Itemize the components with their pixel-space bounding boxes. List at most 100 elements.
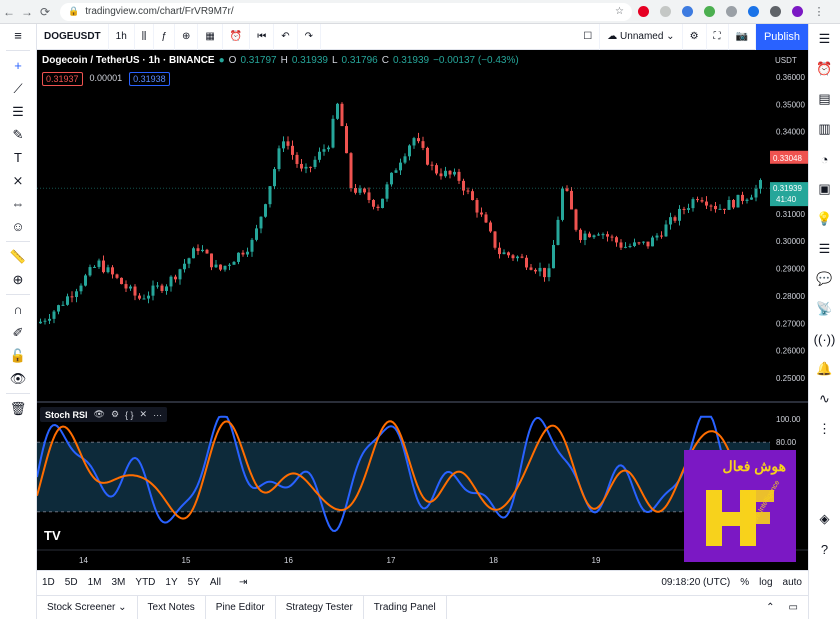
range-5d[interactable]: 5D [64,577,78,588]
eye-icon[interactable]: 👁 [9,370,27,386]
brush-icon[interactable]: ✎ [12,126,24,142]
clock-time[interactable]: 09:18:20 (UTC) [661,577,731,588]
pattern-icon[interactable]: ⨯ [12,172,24,188]
chart-pane[interactable]: USDT0.360000.350000.340000.330000.320000… [36,50,808,570]
address-bar[interactable]: 🔒 tradingview.com/chart/FrVR9M7r/ ☆ [60,2,632,21]
lock-drawings-icon[interactable]: ✐ [12,324,24,340]
zoom-in-icon[interactable]: ⊕ [12,271,24,287]
extension-grey-icon[interactable] [720,3,742,21]
menu-icon[interactable]: ≡ [14,28,22,43]
browser-menu-icon[interactable]: ⋮ [813,6,825,18]
interval-button[interactable]: 1h [109,23,135,50]
extension-blue-icon[interactable] [742,3,764,21]
extension-green-icon[interactable] [698,3,720,21]
bookmark-star-icon[interactable]: ☆ [615,6,624,17]
trend-icon[interactable]: ∿ [819,391,830,406]
data-window-icon[interactable]: ▤ [818,91,831,106]
goto-date-icon[interactable]: ⇥ [239,577,248,588]
candle-body [322,149,326,152]
visibility-eye-icon[interactable]: 👁 [93,409,105,419]
lock-icon[interactable]: 🔓 [9,347,27,363]
help-icon[interactable]: ? [820,541,829,557]
ruler-icon[interactable]: 📏 [9,248,27,264]
templates-icon[interactable]: ▦ [198,23,223,50]
chat-icon[interactable]: 💬 [816,271,833,286]
tab-strategy-tester[interactable]: Strategy Tester [276,595,364,619]
crosshair-icon[interactable]: + [14,58,22,73]
hotlist-icon[interactable]: ▥ [818,121,831,136]
back-icon[interactable]: ← [3,4,15,19]
candle-body [232,261,236,265]
indicator-more-icon[interactable]: ··· [153,409,163,420]
pinterest-ext-icon[interactable] [632,3,654,21]
symbol-search-button[interactable]: DOGEUSDT [37,23,109,50]
trash-icon[interactable]: 🗑 [9,400,27,416]
log-toggle[interactable]: log [759,577,773,588]
candle-body [48,318,51,321]
tab-trading-panel[interactable]: Trading Panel [364,595,447,619]
publish-button[interactable]: Publish [756,24,808,50]
buy-button[interactable]: 0.31938 [129,72,170,86]
range-1d[interactable]: 1D [42,577,55,588]
range-ytd[interactable]: YTD [135,577,156,588]
notes-icon[interactable]: ▣ [818,181,831,196]
magnet-icon[interactable]: ∩ [13,302,23,317]
extension-x-icon[interactable] [654,3,676,21]
emoji-icon[interactable]: ☺ [11,219,25,234]
stoch-rsi-title: Stoch RSI [45,409,88,420]
indicator-settings-icon[interactable]: ⚙ [110,409,120,419]
layers-icon[interactable]: ◈ [819,511,830,526]
redo-icon[interactable]: ↷ [298,23,322,50]
remove-indicator-icon[interactable]: ✕ [139,409,148,419]
text-tool-icon[interactable]: T [14,150,22,165]
horizontal-lines-icon[interactable]: ☰ [12,103,24,119]
indicators-icon[interactable]: ƒ [154,23,175,50]
alert-icon[interactable]: ⏰ [223,23,251,50]
layout-checkbox[interactable]: ☐ [576,23,601,50]
candle-body [88,267,92,276]
watchlist-icon[interactable]: ☰ [818,31,831,46]
replay-icon[interactable]: ⏮ [250,23,275,50]
percent-toggle[interactable]: % [740,577,750,588]
projection-icon[interactable]: ⇔ [11,196,25,211]
undo-icon[interactable]: ↶ [274,23,298,50]
notifications-bell-icon[interactable]: 🔔 [816,361,833,376]
compare-icon[interactable]: ⊕ [175,23,199,50]
extensions-puzzle-icon[interactable] [764,3,786,21]
profile-avatar[interactable] [786,3,808,21]
streams-icon[interactable]: ☰ [818,241,831,256]
more-dots-icon[interactable]: ⋮ [818,421,831,436]
extension-shield-icon[interactable] [676,3,698,21]
tab-stock-screener[interactable]: Stock Screener ⌄ [37,595,138,619]
ideas-bulb-icon[interactable]: 💡 [816,211,833,226]
stoch-rsi-header[interactable]: Stoch RSI 👁 ⚙ { } ✕ ··· [40,407,168,422]
range-5y[interactable]: 5Y [187,577,200,588]
range-3m[interactable]: 3M [111,577,126,588]
broadcast-icon[interactable]: 📡 [816,301,833,316]
layout-name-button[interactable]: ☁ Unnamed ⌄ [600,23,683,50]
auto-toggle[interactable]: auto [782,577,802,588]
fullscreen-icon[interactable]: ⛶ [707,23,729,50]
source-code-icon[interactable]: { } [125,409,134,420]
trend-line-icon[interactable]: ⟋ [13,80,23,96]
candle-body [574,209,578,230]
alerts-clock-icon[interactable]: ⏰ [816,61,833,76]
snapshot-icon[interactable]: 📷 [729,23,756,50]
candle-body [597,234,600,236]
range-all[interactable]: All [209,577,221,588]
signal-icon[interactable]: ((·)) [813,331,836,347]
maximize-panel-icon[interactable]: ▭ [788,602,798,613]
tab-pine-editor[interactable]: Pine Editor [206,595,276,619]
time-tick: 15 [182,556,191,565]
range-1m[interactable]: 1M [87,577,102,588]
candles-icon[interactable]: ⫼ [135,23,155,50]
sell-button[interactable]: 0.31937 [42,72,83,86]
collapse-panel-icon[interactable]: ⌃ [766,602,775,613]
reload-icon[interactable]: ⟳ [39,4,51,19]
settings-icon[interactable]: ⚙ [683,23,707,50]
chart-canvas[interactable]: USDT0.360000.350000.340000.330000.320000… [36,50,808,570]
range-1y[interactable]: 1Y [165,577,178,588]
calendar-icon[interactable]: ◔ [820,151,829,167]
tab-text-notes[interactable]: Text Notes [138,595,206,619]
forward-icon[interactable]: → [21,4,33,19]
